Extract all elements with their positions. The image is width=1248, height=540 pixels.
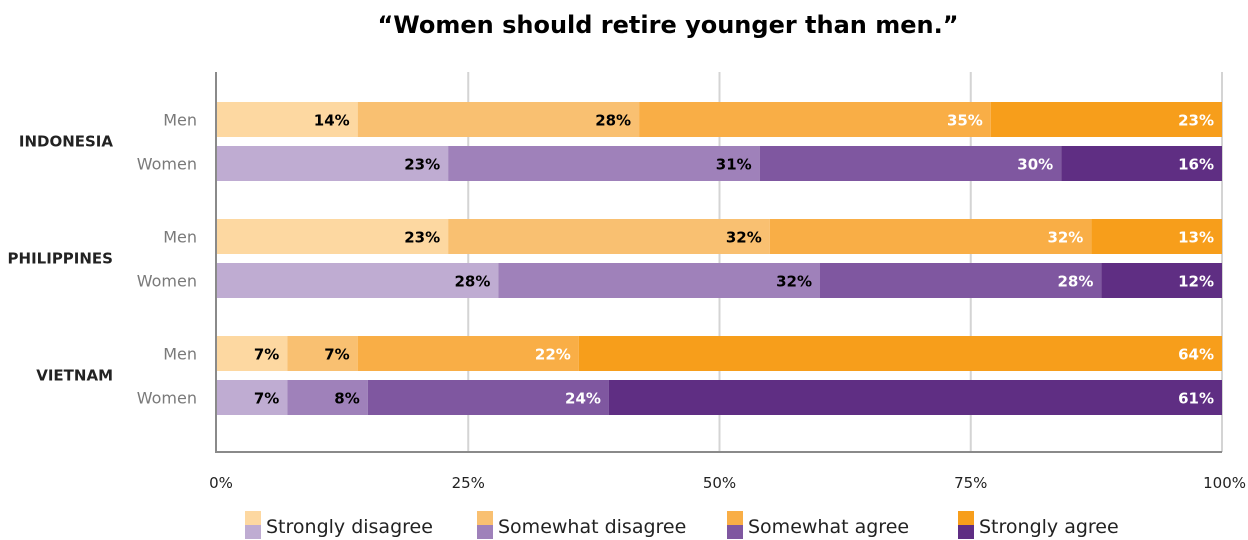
gender-label: Men — [163, 345, 197, 364]
legend-swatch-men — [245, 511, 261, 525]
data-label: 61% — [1178, 390, 1214, 408]
bar-segment — [1061, 146, 1222, 181]
data-label: 14% — [314, 112, 350, 130]
legend-label: Somewhat agree — [748, 516, 909, 538]
data-label: 7% — [324, 346, 349, 364]
bars: 14% 28% 35% 23% 23% 31% 30% 16% 23% 32% 32% 13% 28% 3… — [217, 102, 1222, 415]
bar-segment — [287, 380, 368, 415]
bar-segment — [759, 146, 1062, 181]
bar-segment — [357, 102, 640, 137]
bar-segment — [1101, 263, 1222, 298]
legend-swatch-men — [958, 511, 974, 525]
country-label: INDONESIA — [19, 133, 114, 151]
axes — [215, 72, 1222, 453]
legend-swatch-women — [477, 525, 493, 539]
bar-segment — [367, 380, 609, 415]
data-label: 64% — [1178, 346, 1214, 364]
legend-label: Somewhat disagree — [498, 516, 686, 538]
gender-label: Women — [137, 389, 197, 408]
data-label: 8% — [334, 390, 359, 408]
data-label: 24% — [565, 390, 601, 408]
bar-segment — [498, 263, 820, 298]
data-label: 23% — [404, 229, 440, 247]
bar-segment — [990, 102, 1222, 137]
x-tick-label: 50% — [703, 474, 736, 492]
bar-segment — [448, 219, 770, 254]
data-label: 28% — [454, 273, 490, 291]
data-label: 32% — [726, 229, 762, 247]
bar-segment — [217, 219, 449, 254]
data-label: 32% — [776, 273, 812, 291]
bar-segment — [769, 219, 1092, 254]
data-label: 28% — [595, 112, 631, 130]
legend-swatch-women — [958, 525, 974, 539]
data-label: 7% — [254, 390, 279, 408]
data-label: 16% — [1178, 156, 1214, 174]
x-tick-label: 75% — [954, 474, 987, 492]
data-label: 31% — [716, 156, 752, 174]
bar-segment — [639, 102, 991, 137]
data-label: 30% — [1017, 156, 1053, 174]
bar-segment — [448, 146, 760, 181]
legend-swatch-women — [727, 525, 743, 539]
gender-label: Men — [163, 111, 197, 130]
x-tick-label: 100% — [1203, 474, 1246, 492]
gender-label: Women — [137, 155, 197, 174]
bar-segment — [287, 336, 358, 371]
legend: Strongly disagree Somewhat disagree Somewh… — [245, 511, 1119, 539]
bar-segment — [217, 146, 449, 181]
legend-label: Strongly agree — [979, 516, 1119, 538]
data-label: 23% — [404, 156, 440, 174]
bar-segment — [217, 102, 358, 137]
bar-segment — [217, 263, 499, 298]
bar-segment — [608, 380, 1222, 415]
data-label: 28% — [1057, 273, 1093, 291]
y-axis-labels: INDONESIA Men Women PHILIPPINES Men Women VIET… — [8, 111, 197, 408]
gender-label: Men — [163, 228, 197, 247]
legend-swatch-men — [727, 511, 743, 525]
chart-title: “Women should retire younger than men.” — [377, 11, 958, 39]
bar-segment — [357, 336, 579, 371]
legend-swatch-women — [245, 525, 261, 539]
gender-label: Women — [137, 272, 197, 291]
bar-segment — [578, 336, 1222, 371]
bar-segment — [1091, 219, 1222, 254]
x-tick-label: 0% — [209, 474, 233, 492]
bar-segment — [217, 336, 288, 371]
x-axis-ticks: 0% 25% 50% 75% 100% — [209, 474, 1246, 492]
data-label: 12% — [1178, 273, 1214, 291]
data-label: 23% — [1178, 112, 1214, 130]
data-label: 32% — [1047, 229, 1083, 247]
bar-segment — [217, 380, 288, 415]
data-label: 13% — [1178, 229, 1214, 247]
bar-segment — [820, 263, 1102, 298]
x-tick-label: 25% — [452, 474, 485, 492]
legend-swatch-men — [477, 511, 493, 525]
legend-label: Strongly disagree — [266, 516, 433, 538]
data-label: 35% — [947, 112, 983, 130]
data-label: 22% — [535, 346, 571, 364]
country-label: PHILIPPINES — [8, 250, 113, 268]
data-label: 7% — [254, 346, 279, 364]
country-label: VIETNAM — [36, 367, 113, 385]
